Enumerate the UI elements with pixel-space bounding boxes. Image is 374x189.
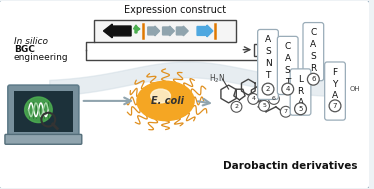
- Text: 4: 4: [285, 86, 290, 92]
- Text: W: W: [330, 103, 340, 112]
- Text: 7: 7: [333, 103, 337, 109]
- Text: Expression construct: Expression construct: [124, 5, 226, 15]
- Circle shape: [259, 100, 270, 111]
- FancyBboxPatch shape: [8, 85, 79, 138]
- Text: H$_2$N: H$_2$N: [209, 73, 225, 85]
- FancyArrow shape: [148, 26, 160, 36]
- Text: S: S: [285, 66, 291, 75]
- Text: E. coli: E. coli: [151, 96, 184, 106]
- Text: S: S: [265, 47, 271, 56]
- FancyArrow shape: [104, 24, 131, 38]
- Text: T: T: [265, 71, 271, 80]
- Text: R: R: [310, 64, 316, 73]
- Circle shape: [231, 101, 242, 112]
- Text: L: L: [298, 75, 303, 84]
- Text: C: C: [285, 42, 291, 51]
- FancyArrow shape: [177, 26, 188, 36]
- Circle shape: [307, 73, 319, 85]
- Text: 5: 5: [262, 103, 266, 108]
- FancyBboxPatch shape: [325, 62, 345, 120]
- Circle shape: [262, 83, 274, 95]
- FancyBboxPatch shape: [258, 29, 278, 99]
- Text: F: F: [332, 68, 338, 77]
- Text: R: R: [297, 87, 304, 96]
- Text: 7: 7: [284, 109, 288, 114]
- Text: engineering: engineering: [14, 53, 68, 62]
- Ellipse shape: [25, 97, 52, 123]
- Bar: [14, 91, 73, 132]
- Text: T: T: [285, 78, 290, 87]
- Text: A: A: [332, 91, 338, 101]
- FancyBboxPatch shape: [303, 22, 324, 81]
- Text: BGC: BGC: [14, 45, 35, 54]
- Text: Darobactin derivatives: Darobactin derivatives: [223, 161, 358, 171]
- Bar: [254, 44, 266, 56]
- Circle shape: [269, 94, 279, 104]
- FancyBboxPatch shape: [278, 36, 298, 94]
- Text: OH: OH: [349, 86, 360, 92]
- Text: A: A: [285, 54, 291, 63]
- Ellipse shape: [137, 81, 194, 121]
- FancyBboxPatch shape: [290, 69, 311, 115]
- Text: 5: 5: [298, 106, 303, 112]
- Text: C: C: [310, 28, 316, 37]
- Text: Q: Q: [264, 83, 272, 92]
- Bar: [94, 20, 236, 42]
- FancyBboxPatch shape: [5, 134, 82, 144]
- FancyArrow shape: [136, 27, 140, 31]
- Text: 6: 6: [272, 96, 276, 101]
- Text: A: A: [310, 40, 316, 49]
- FancyArrow shape: [134, 25, 138, 33]
- Text: 2: 2: [266, 86, 270, 92]
- Text: N: N: [265, 59, 272, 68]
- Text: In silico: In silico: [14, 37, 48, 46]
- Text: 2: 2: [234, 104, 239, 109]
- Circle shape: [280, 106, 291, 117]
- Text: A: A: [265, 35, 271, 44]
- FancyArrow shape: [163, 26, 174, 36]
- FancyArrow shape: [197, 25, 213, 37]
- Circle shape: [282, 83, 294, 95]
- Circle shape: [329, 100, 341, 112]
- Circle shape: [248, 94, 259, 104]
- Text: S: S: [310, 52, 316, 61]
- Ellipse shape: [151, 89, 171, 103]
- Text: 6: 6: [311, 76, 316, 82]
- Text: A: A: [297, 98, 304, 107]
- Text: 4: 4: [251, 96, 255, 101]
- Circle shape: [295, 103, 306, 115]
- Text: Y: Y: [332, 80, 338, 89]
